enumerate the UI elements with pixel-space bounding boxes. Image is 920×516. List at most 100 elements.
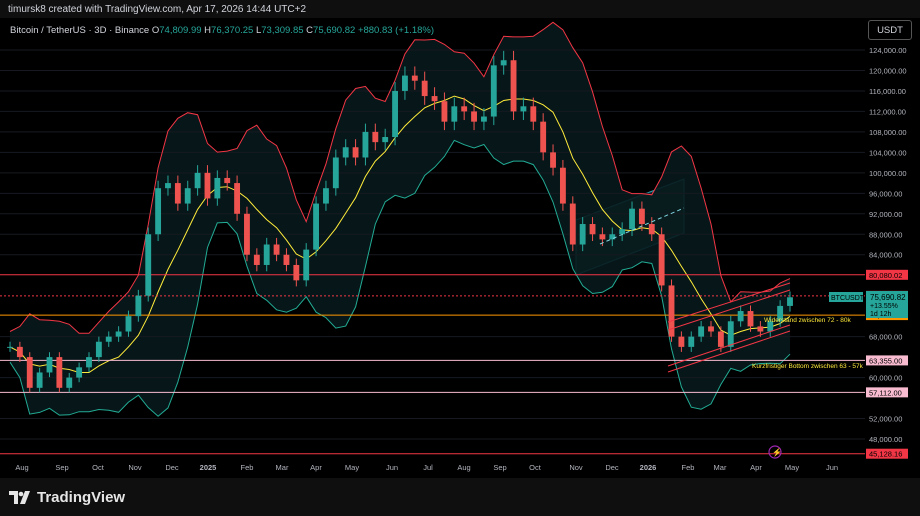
- time-axis-tick: Feb: [682, 463, 695, 472]
- price-axis-tick: 104,000.00: [869, 148, 907, 157]
- candle-body: [105, 336, 112, 342]
- time-axis-tick: 2026: [640, 463, 657, 472]
- candle-body: [194, 172, 201, 189]
- candle-body: [609, 234, 616, 240]
- level-tag-label: 45,128.16: [869, 450, 902, 459]
- candle-body: [777, 305, 784, 322]
- time-axis-tick: Apr: [750, 463, 762, 472]
- candle-body: [421, 80, 428, 97]
- candle-body: [708, 326, 714, 332]
- time-axis-tick: Sep: [493, 463, 506, 472]
- candle-body: [332, 157, 339, 189]
- candle-body: [688, 336, 695, 347]
- chart-area[interactable]: 124,000.00 120,000.00 116,000.00 112,000.00…: [0, 18, 920, 478]
- candle-body: [244, 213, 250, 255]
- candle-body: [658, 234, 665, 286]
- candle-body: [747, 311, 754, 327]
- price-axis-tick: 100,000.00: [869, 169, 907, 178]
- level-tag-bg: [866, 448, 908, 459]
- candle-body: [402, 75, 408, 91]
- candle-body: [155, 188, 162, 235]
- candle-body: [599, 234, 606, 240]
- time-axis-tick: May: [345, 463, 359, 472]
- time-axis-tick: Aug: [457, 463, 470, 472]
- wedge-upper-line-2: [667, 289, 791, 331]
- candle-body: [165, 183, 171, 189]
- candle-body: [451, 106, 458, 122]
- candle-body: [757, 326, 764, 332]
- candle-body: [461, 106, 468, 112]
- price-axis-tick: 124,000.00: [869, 46, 907, 55]
- last-price-tag: BTCUSDT 75,690.82 +13.55% 1d 12h: [829, 291, 908, 318]
- candle-body: [648, 224, 655, 235]
- price-axis[interactable]: 124,000.00 120,000.00 116,000.00 112,000.00…: [869, 46, 907, 444]
- candle-body: [698, 326, 705, 337]
- candle-body: [629, 208, 635, 230]
- annotation-bottom: Kurzfristiger Bottom zwischen 63 - 57k: [752, 363, 864, 370]
- candle-body: [135, 295, 142, 317]
- time-axis[interactable]: Aug Sep Oct Nov Dec 2025 Feb Mar Apr May Jun Jul Aug…: [15, 463, 838, 472]
- candle-body: [273, 244, 280, 255]
- chart-svg[interactable]: 124,000.00 120,000.00 116,000.00 112,000.00…: [0, 18, 920, 478]
- candle-body: [490, 65, 497, 117]
- time-axis-tick: Nov: [128, 463, 142, 472]
- time-axis-tick: Apr: [310, 463, 322, 472]
- horizontal-levels: [0, 274, 865, 455]
- candle-body: [283, 254, 290, 265]
- candle-body: [589, 224, 596, 235]
- price-axis-tick: 84,000.00: [869, 251, 902, 260]
- candle-body: [115, 331, 122, 337]
- candle-body: [678, 336, 685, 347]
- candle-body: [66, 377, 73, 388]
- low-value: 73,309.85: [261, 25, 304, 36]
- candle-body: [145, 234, 152, 296]
- candle-body: [224, 177, 231, 184]
- lightning-icon[interactable]: [768, 445, 782, 459]
- price-axis-tick: 60,000.00: [869, 374, 902, 383]
- candle-body: [362, 131, 369, 158]
- wedge-lower-line: [667, 324, 791, 367]
- price-axis-tick: 96,000.00: [869, 189, 902, 198]
- time-axis-tick: Oct: [529, 463, 542, 472]
- candle-body: [530, 106, 537, 122]
- candle-body: [342, 147, 349, 158]
- candle-body: [569, 203, 576, 245]
- bollinger-band-fill: [10, 22, 790, 417]
- time-axis-tick: Jul: [423, 463, 433, 472]
- candle-body: [431, 96, 438, 102]
- candle-body: [579, 224, 586, 245]
- price-axis-tick: 52,000.00: [869, 415, 902, 424]
- time-axis-tick: Aug: [15, 463, 28, 472]
- time-axis-tick: Sep: [55, 463, 68, 472]
- candle-body: [540, 121, 547, 153]
- level-tag-bg: [866, 269, 908, 280]
- candle-body: [184, 188, 191, 204]
- candles: [7, 50, 793, 393]
- time-axis-tick: Jun: [386, 463, 398, 472]
- price-tag-price: 75,690.82: [870, 293, 906, 302]
- level-tag-bg: [866, 355, 908, 366]
- tradingview-logo[interactable]: TradingView: [9, 489, 125, 506]
- candle-body: [86, 357, 92, 368]
- candle-body: [638, 208, 645, 225]
- candle-body: [717, 331, 724, 347]
- candle-body: [26, 357, 33, 388]
- time-axis-tick: Dec: [165, 463, 179, 472]
- candle-body: [36, 372, 43, 388]
- candle-body: [392, 90, 398, 138]
- time-axis-tick: Dec: [605, 463, 619, 472]
- level-tag-label: 63,355.00: [869, 356, 902, 365]
- currency-button[interactable]: USDT: [868, 20, 912, 40]
- candle-body: [619, 229, 626, 235]
- price-axis-tick: 88,000.00: [869, 230, 902, 239]
- close-value: 75,690.82: [313, 25, 356, 36]
- time-axis-tick: Mar: [276, 463, 289, 472]
- candle-body: [372, 131, 379, 143]
- price-axis-tick: 92,000.00: [869, 210, 902, 219]
- candle-body: [204, 172, 211, 199]
- candle-body: [293, 264, 300, 281]
- candle-body: [737, 311, 744, 322]
- channel-midline: [599, 207, 685, 245]
- symbol-title: Bitcoin / TetherUS · 3D · Binance: [10, 25, 150, 36]
- tradingview-logo-icon: [9, 491, 30, 504]
